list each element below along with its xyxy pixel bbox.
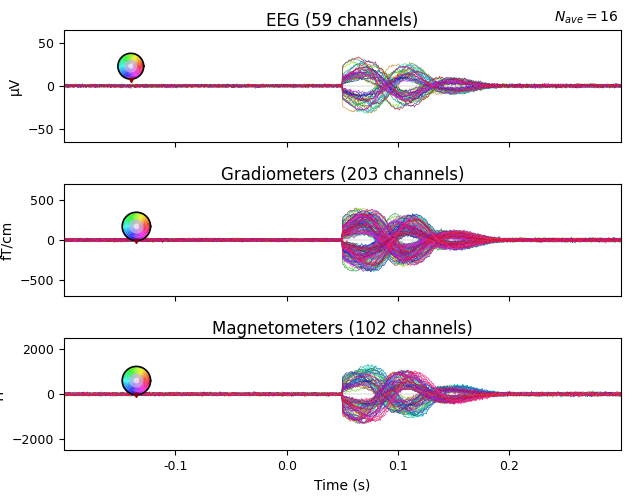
Title: Gradiometers (203 channels): Gradiometers (203 channels) [221,166,464,184]
Text: $N_{ave}=16$: $N_{ave}=16$ [554,9,618,26]
Y-axis label: fT: fT [0,388,6,401]
Title: EEG (59 channels): EEG (59 channels) [266,12,419,30]
Y-axis label: fT/cm: fT/cm [0,220,14,260]
Y-axis label: μV: μV [8,76,22,95]
X-axis label: Time (s): Time (s) [314,478,371,492]
Title: Magnetometers (102 channels): Magnetometers (102 channels) [212,320,473,338]
